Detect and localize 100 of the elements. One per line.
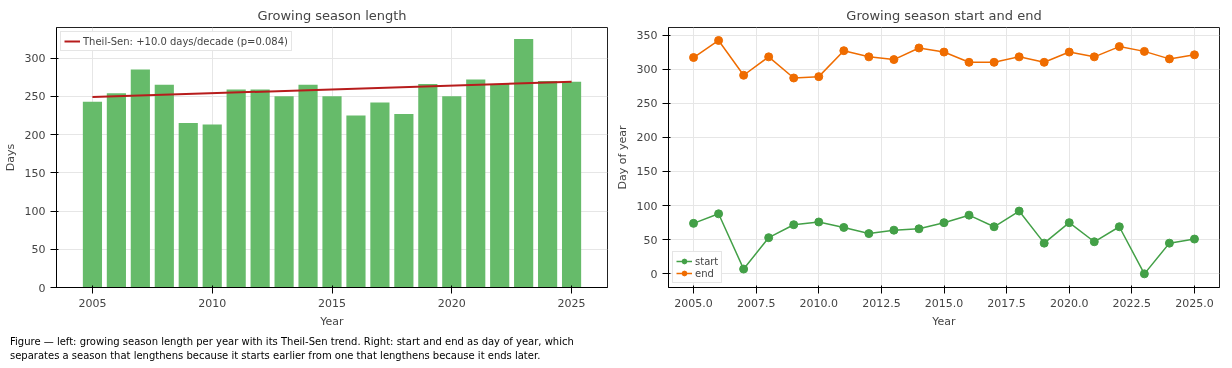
y-tick-label: 100 (636, 199, 658, 213)
y-tick-label: 50 (31, 243, 46, 257)
x-axis-title: Year (931, 314, 957, 328)
point (964, 210, 974, 220)
x-tick-label: 2020 (437, 296, 466, 310)
point (789, 220, 799, 230)
point (714, 209, 724, 219)
bar (250, 89, 270, 288)
y-axis-title: Day of year (615, 125, 629, 190)
point (914, 43, 924, 53)
point (1139, 46, 1149, 56)
bar (538, 81, 558, 288)
x-tick-label: 2005 (78, 296, 107, 310)
bar (322, 96, 342, 288)
x-tick-label: 2022.5 (1112, 296, 1152, 310)
point (814, 217, 824, 227)
point (914, 224, 924, 234)
y-tick-label: 0 (38, 281, 46, 295)
y-tick-label: 350 (636, 29, 658, 43)
y-tick-label: 250 (636, 97, 658, 111)
bar (274, 96, 294, 288)
point (864, 52, 874, 62)
point (1089, 52, 1099, 62)
bar (178, 123, 198, 288)
point (839, 46, 849, 56)
point (689, 218, 699, 228)
point (739, 264, 749, 274)
point (814, 72, 824, 82)
y-tick-label: 150 (636, 165, 658, 179)
legend-label: start (695, 255, 719, 267)
bar (130, 69, 150, 288)
chart-title: Growing season start and end (846, 7, 1042, 23)
bar (490, 84, 510, 288)
point (989, 57, 999, 67)
bar (442, 96, 462, 288)
point (939, 218, 949, 228)
bar (370, 102, 390, 288)
x-tick-label: 2020.0 (1049, 296, 1089, 310)
x-tick-label: 2017.5 (987, 296, 1026, 310)
x-tick-label: 2025.0 (1175, 296, 1214, 310)
bar (561, 81, 582, 288)
y-tick-label: 300 (636, 63, 658, 77)
point (1039, 238, 1049, 248)
point (1014, 206, 1024, 216)
x-tick-label: 2012.5 (862, 296, 901, 310)
point (764, 52, 774, 62)
x-tick-label: 2015.0 (924, 296, 964, 310)
bar (394, 113, 414, 288)
legend-label: end (695, 267, 715, 279)
point (789, 73, 799, 83)
y-axis-title: Days (3, 143, 17, 172)
x-tick-label: 2010 (198, 296, 227, 310)
point (739, 70, 749, 80)
point (1064, 218, 1074, 228)
text: Figure — left: growing season length per year with its Theil-Sen trend. Right: start and end as day of year, which separates a season that lengthens because it starts earlier from one that lengthens because it ends later. (10, 335, 575, 364)
point (1114, 222, 1124, 232)
point (764, 233, 774, 243)
point (839, 222, 849, 232)
point (1164, 238, 1174, 248)
y-tick-label: 150 (24, 166, 46, 180)
y-tick-label: 200 (636, 131, 658, 145)
bar (418, 84, 438, 288)
bar (106, 93, 126, 288)
point (1039, 57, 1049, 67)
y-tick-label: 0 (650, 267, 658, 281)
x-tick-label: 2025 (557, 296, 586, 310)
point (689, 53, 699, 63)
point (1139, 269, 1149, 279)
point (989, 222, 999, 232)
x-tick-label: 2015 (318, 296, 346, 310)
y-tick-label: 50 (643, 233, 658, 247)
point (864, 229, 874, 239)
y-tick-label: 200 (24, 128, 46, 142)
point (1064, 47, 1074, 57)
y-tick-label: 250 (24, 90, 46, 104)
point (714, 35, 724, 45)
chart-title: Growing season length (257, 7, 407, 23)
bar (226, 89, 246, 288)
bar (298, 84, 318, 288)
point (1114, 42, 1124, 52)
point (1014, 52, 1024, 62)
legend-label: Theil-Sen: +10.0 days/decade (p=0.084) (83, 35, 288, 47)
bar (82, 101, 103, 288)
point (964, 57, 974, 67)
y-tick-label: 100 (24, 205, 46, 219)
x-tick-label: 2007.5 (736, 296, 776, 310)
point (939, 47, 949, 57)
point (1189, 50, 1199, 60)
point (889, 55, 899, 65)
point (1164, 54, 1174, 64)
point (1189, 234, 1199, 244)
x-tick-label: 2010.0 (799, 296, 839, 310)
x-tick-label: 2005.0 (674, 296, 713, 310)
bar (514, 38, 534, 288)
y-tick-label: 300 (24, 52, 46, 66)
x-axis-title: Year (319, 314, 345, 328)
point (1089, 237, 1099, 247)
bar (202, 124, 222, 288)
bar (154, 84, 174, 288)
bar (346, 115, 366, 288)
